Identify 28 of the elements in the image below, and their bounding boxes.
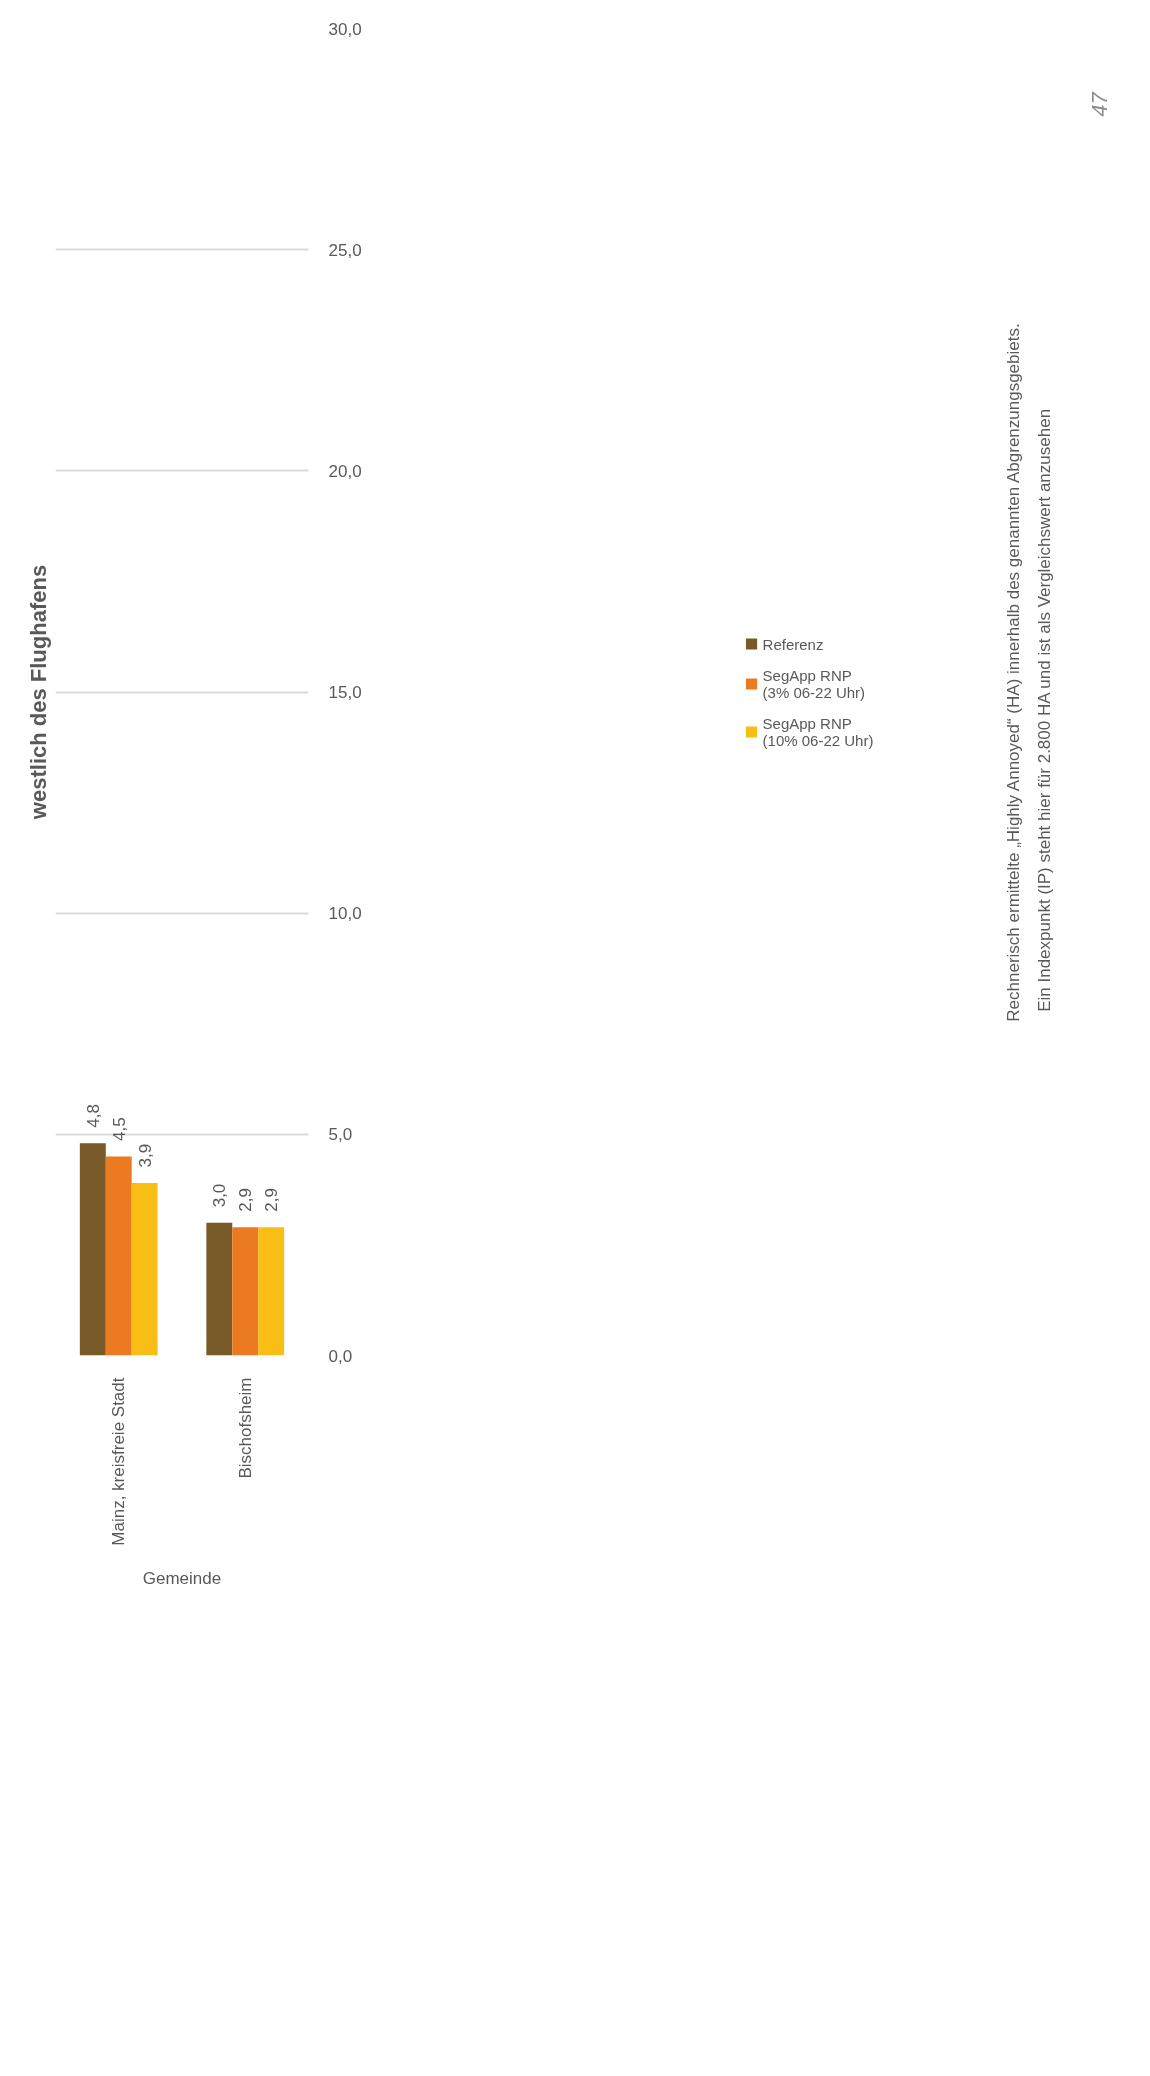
y-tick-label: 25,0 [328,240,362,260]
text: Rechnerisch ermittelte „Highly Annoyed“ (HA) innerhalb des genannten Abgrenzungsgebiets. Ein Indexpunkt (IP) steht hier für 2.800 HA und ist als Vergleichswert anzusehen [1004,323,1054,1022]
legend-label: Referenz [762,635,824,652]
y-tick-label: 5,0 [328,1125,353,1145]
legend-label: SegApp RNP (3% 06-22 Uhr) [762,666,866,700]
data-label: 4,8 [83,1104,103,1128]
bar [232,1227,259,1356]
x-tick-label: Bischofsheim [235,1377,255,1479]
text: 47 [1087,91,1112,117]
x-axis-title: Gemeinde [142,1568,222,1588]
data-label: 4,5 [109,1117,129,1141]
y-tick-label: 0,0 [328,1346,353,1366]
x-tick-label: Mainz, kreisfreie Stadt [109,1377,129,1546]
y-tick-label: 20,0 [328,461,362,481]
legend-label: SegApp RNP (10% 06-22 Uhr) [762,714,874,748]
data-label: 3,9 [135,1143,155,1168]
data-label: 3,0 [210,1183,230,1208]
bar [79,1143,106,1356]
y-tick-label: 10,0 [328,904,362,924]
text: westlich des Flughafens [25,564,51,821]
bar [206,1222,233,1356]
y-tick-label: 30,0 [328,19,362,39]
bar [131,1182,158,1356]
y-tick-label: 15,0 [328,683,362,702]
data-label: 2,9 [236,1188,256,1212]
bar [258,1227,285,1356]
bar [105,1156,132,1356]
data-label: 2,9 [262,1188,282,1212]
